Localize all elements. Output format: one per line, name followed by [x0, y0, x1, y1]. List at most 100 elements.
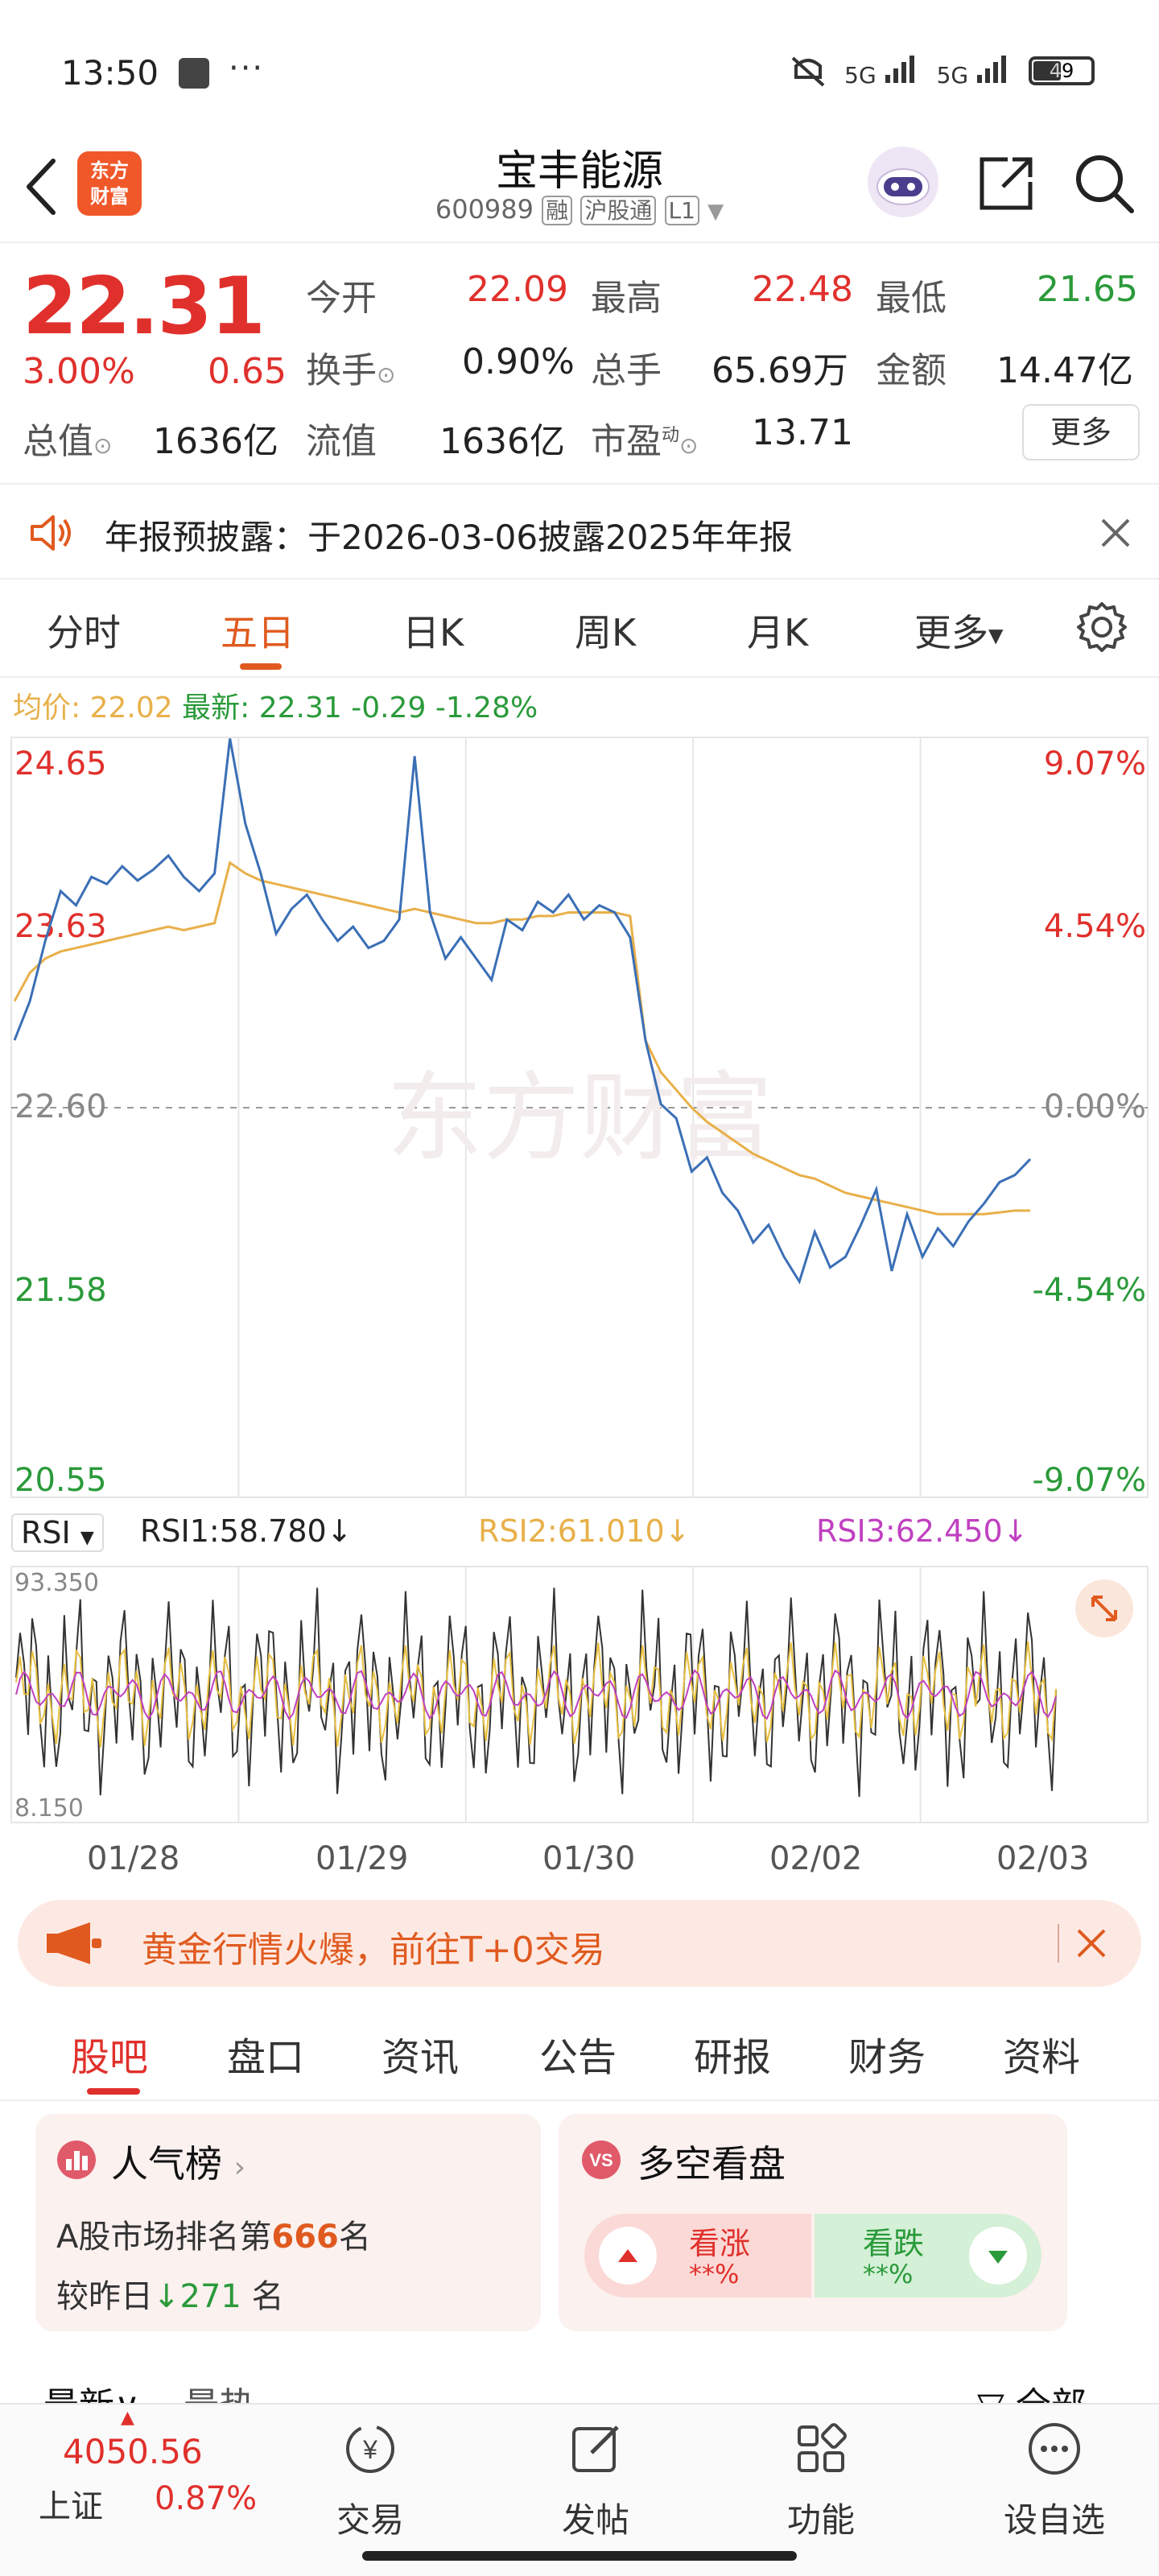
float-label: 流值	[306, 421, 377, 462]
active-tab-indicator	[87, 2088, 140, 2095]
megaphone-icon	[47, 1922, 101, 1964]
status-bar: 13:50 ··· 5G 5G 49	[0, 0, 1159, 129]
tab-profile[interactable]: 资料	[1003, 2035, 1081, 2080]
notice-text: 年报预披露：于2026-03-06披露2025年年报	[105, 518, 793, 557]
price-line	[13, 738, 1032, 1285]
float-value: 1636亿	[439, 421, 565, 462]
rsi3-line	[15, 1669, 1057, 1721]
tab-intraday[interactable]: 分时	[47, 611, 121, 654]
pe-value: 13.71	[752, 412, 853, 453]
high-value: 22.48	[752, 269, 853, 310]
price-chart[interactable]: 东方财富 24.65 9.07% 23.63 4.54% 22.60 0.00% 21.58…	[0, 733, 1159, 1505]
bullish-button[interactable]: 看涨 **%	[584, 2214, 811, 2297]
tab-weekly-k[interactable]: 周K	[575, 611, 637, 654]
more-button[interactable]: 更多	[1022, 404, 1140, 460]
tab-guba[interactable]: 股吧	[71, 2035, 149, 2080]
svg-text:¥: ¥	[362, 2435, 377, 2464]
search-icon[interactable]	[1072, 151, 1136, 216]
tab-pankou[interactable]: 盘口	[227, 2035, 305, 2080]
bearish-button[interactable]: 看跌 **%	[815, 2214, 1041, 2297]
tab-finance[interactable]: 财务	[848, 2035, 926, 2080]
change-pct: 3.00%	[23, 351, 135, 392]
chart-info-bar: 均价: 22.02 最新: 22.31 -0.29 -1.28%	[13, 684, 538, 726]
up-tick-icon: ▲	[121, 2408, 134, 2428]
stock-code-row: 600989 融 沪股通 L1 ▼	[0, 193, 1159, 225]
open-value: 22.09	[467, 269, 568, 310]
dropdown-icon[interactable]: ▼	[707, 200, 724, 224]
more-notifications-icon: ···	[229, 50, 265, 87]
y-tick-left: 23.63	[14, 908, 107, 945]
y-tick-right: 4.54%	[1044, 908, 1146, 945]
last-price: 22.31	[23, 261, 266, 353]
edit-icon	[572, 2425, 619, 2472]
expand-icon[interactable]	[1075, 1579, 1133, 1637]
last-value: 22.31	[258, 691, 342, 724]
chart-change: -0.29	[351, 691, 427, 724]
rsi3-value: RSI3:62.450↓	[816, 1513, 1029, 1549]
mktcap-value: 1636亿	[153, 421, 278, 462]
bottom-nav: ▲ 4050.56 上证 0.87% ¥ 交易 发帖 功能 设自选	[0, 2403, 1159, 2576]
speaker-icon	[31, 515, 71, 551]
tab-news[interactable]: 资讯	[382, 2035, 460, 2080]
date-label: 01/30	[542, 1840, 636, 1877]
nav-post[interactable]: 发帖	[539, 2421, 652, 2542]
rsi-header: RSI ▼ RSI1:58.780↓ RSI2:61.010↓ RSI3:62.…	[11, 1513, 1154, 1558]
y-tick-left: 22.60	[14, 1088, 107, 1125]
popularity-rank: A股市场排名第666名	[56, 2219, 371, 2256]
last-label: 最新:	[182, 691, 250, 724]
avg-label: 均价:	[13, 691, 81, 724]
share-icon[interactable]	[975, 153, 1037, 214]
sentiment-card: VS 多空看盘 看涨 **% 看跌 **%	[559, 2114, 1067, 2331]
chart-change-pct: -1.28%	[435, 691, 538, 724]
amount-value: 14.47亿	[996, 350, 1133, 391]
y-tick-left: 21.58	[14, 1272, 107, 1309]
y-tick-left: 20.55	[14, 1462, 107, 1499]
notice-bar[interactable]: 年报预披露：于2026-03-06披露2025年年报	[0, 483, 1159, 580]
nav-post-label: 发帖	[561, 2500, 629, 2540]
rsi2-line	[15, 1641, 1057, 1748]
tab-five-day[interactable]: 五日	[221, 611, 295, 654]
close-icon[interactable]	[1098, 515, 1133, 551]
svg-text:VS: VS	[589, 2150, 612, 2170]
up-arrow-icon	[599, 2227, 657, 2285]
y-tick-right: -9.07%	[1032, 1462, 1146, 1499]
signal-5g-1: 5G	[844, 54, 920, 89]
close-icon[interactable]	[1074, 1926, 1109, 1961]
mktcap-label: 总值⊙	[23, 421, 113, 462]
rsi-selector[interactable]: RSI ▼	[11, 1513, 104, 1552]
tab-more[interactable]: 更多▼	[914, 611, 1004, 654]
tab-daily-k[interactable]: 日K	[402, 611, 464, 654]
y-tick-left: 24.65	[14, 745, 107, 782]
status-time: 13:50	[61, 53, 159, 93]
grid-icon	[798, 2423, 847, 2472]
gear-icon[interactable]	[1075, 601, 1128, 654]
feed-filter-all[interactable]: ▽ 全部	[977, 2376, 1087, 2403]
kline-tabs: 分时 五日 日K 周K 月K 更多▼	[0, 581, 1159, 678]
turnover-label: 换手⊙	[306, 350, 396, 391]
nav-trade[interactable]: ¥ 交易	[314, 2421, 427, 2542]
index-ticker[interactable]: ▲ 4050.56 上证 0.87%	[24, 2408, 258, 2529]
down-arrow-icon	[969, 2227, 1027, 2285]
index-value: 4050.56	[63, 2432, 203, 2471]
popularity-card[interactable]: 人气榜 › A股市场排名第666名 较昨日↓271 名	[35, 2114, 541, 2331]
nav-add-watchlist[interactable]: 设自选	[990, 2421, 1119, 2542]
more-circle-icon	[1029, 2423, 1080, 2475]
tab-research[interactable]: 研报	[694, 2035, 772, 2080]
back-icon[interactable]	[23, 156, 63, 217]
rsi-chart[interactable]: 93.350 8.150	[0, 1562, 1159, 1827]
signal-bars-icon	[977, 55, 1006, 83]
bullish-value: **%	[689, 2259, 740, 2289]
tab-announcements[interactable]: 公告	[539, 2035, 617, 2080]
tag-hugutong: 沪股通	[580, 196, 657, 225]
nav-functions[interactable]: 功能	[765, 2421, 877, 2542]
tab-monthly-k[interactable]: 月K	[747, 611, 809, 654]
battery-icon: 49	[1029, 56, 1095, 85]
rsi-min-label: 8.150	[14, 1794, 84, 1823]
promo-banner[interactable]: 黄金行情火爆，前往T+0交易	[18, 1900, 1141, 1987]
bullish-label: 看涨	[689, 2226, 751, 2261]
feed-sort-latest[interactable]: 最新∨ 最热	[43, 2376, 254, 2403]
date-label: 01/29	[316, 1840, 409, 1877]
change-amt: 0.65	[208, 351, 287, 392]
robot-assistant-icon[interactable]	[866, 145, 940, 219]
bearish-label: 看跌	[863, 2226, 925, 2261]
